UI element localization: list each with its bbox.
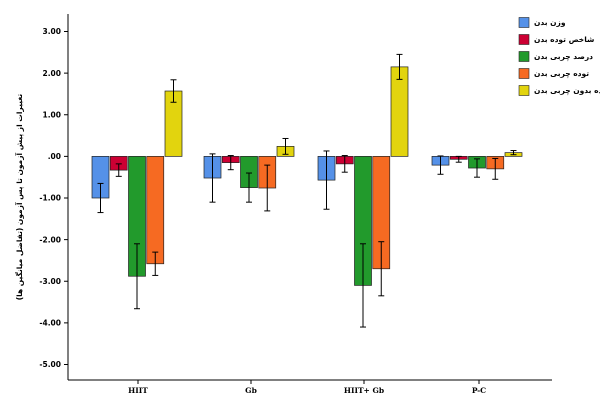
legend: وزن بدن شاخص توده بدن درصد چربی بدن توده چر… <box>518 17 600 96</box>
legend-swatch <box>518 51 530 62</box>
y-tick-label: 3.00 <box>42 27 61 36</box>
x-category-label: P-C <box>472 386 486 394</box>
y-axis-label: تغییرات از پیش آزمون تا پس آزمون (تفاضل … <box>14 94 24 301</box>
y-tick-label: 2.00 <box>42 69 61 78</box>
legend-swatch <box>518 85 530 96</box>
y-tick-label: -2.00 <box>39 235 61 244</box>
y-tick-label: -3.00 <box>39 277 61 286</box>
bars-layer <box>91 66 523 286</box>
bar <box>390 66 409 157</box>
y-tick-label: -5.00 <box>39 360 61 369</box>
legend-label: توده چربی بدن <box>534 69 589 78</box>
x-category-label: Gb <box>245 386 257 394</box>
legend-label: وزن بدن <box>534 18 566 27</box>
legend-label: درصد چربی بدن <box>534 52 593 61</box>
y-axis-ticks: 3.00 2.00 1.00 .00 -1.00 -2.00 -3.00 -4.00 -5.00 <box>39 27 68 369</box>
x-axis-categories: HIIT Gb HIIT+ Gb P-C <box>128 380 486 394</box>
bar <box>146 156 165 265</box>
x-category-label: HIIT <box>128 386 148 394</box>
x-category-label: HIIT+ Gb <box>344 386 384 394</box>
legend-label: توده بدون چربی بدن <box>534 86 600 95</box>
legend-label: شاخص توده بدن <box>534 35 594 44</box>
y-tick-label: .00 <box>48 152 61 161</box>
y-tick-label: -4.00 <box>39 319 61 328</box>
y-tick-label: -1.00 <box>39 194 61 203</box>
y-tick-label: 1.00 <box>42 110 61 119</box>
legend-swatch <box>518 68 530 79</box>
error-bars-layer <box>97 53 517 328</box>
legend-swatch <box>518 17 530 28</box>
legend-swatch <box>518 34 530 45</box>
